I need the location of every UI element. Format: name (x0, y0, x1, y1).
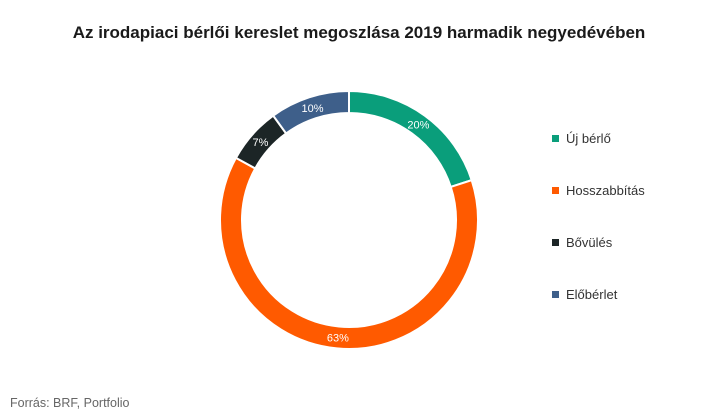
legend-label-3: Előbérlet (566, 287, 618, 302)
slice-label-3: 10% (302, 103, 324, 115)
legend-item-1: Hosszabbítás (552, 182, 645, 199)
source-note: Forrás: BRF, Portfolio (10, 396, 130, 410)
slice-1 (219, 156, 479, 350)
legend-swatch-2 (552, 239, 559, 246)
legend-item-3: Előbérlet (552, 286, 645, 303)
donut-slices (219, 89, 479, 350)
slice-0 (348, 89, 473, 189)
legend-item-2: Bővülés (552, 234, 645, 251)
legend-swatch-0 (552, 135, 559, 142)
legend-label-1: Hosszabbítás (566, 183, 645, 198)
slice-label-1: 63% (327, 332, 349, 344)
slice-3 (271, 89, 350, 135)
chart-title: Az irodapiaci bérlői kereslet megoszlása… (72, 23, 646, 42)
slice-label-2: 7% (253, 137, 269, 149)
slice-label-0: 20% (407, 120, 429, 132)
slice-labels: 20% 63% 7% 10% (253, 103, 430, 345)
legend-swatch-3 (552, 291, 559, 298)
legend-label-0: Új bérlő (566, 131, 611, 146)
legend-label-2: Bővülés (566, 235, 613, 250)
legend-swatch-1 (552, 187, 559, 194)
legend: Új bérlő Hosszabbítás Bővülés Előbérlet (552, 130, 645, 338)
legend-item-0: Új bérlő (552, 130, 645, 147)
